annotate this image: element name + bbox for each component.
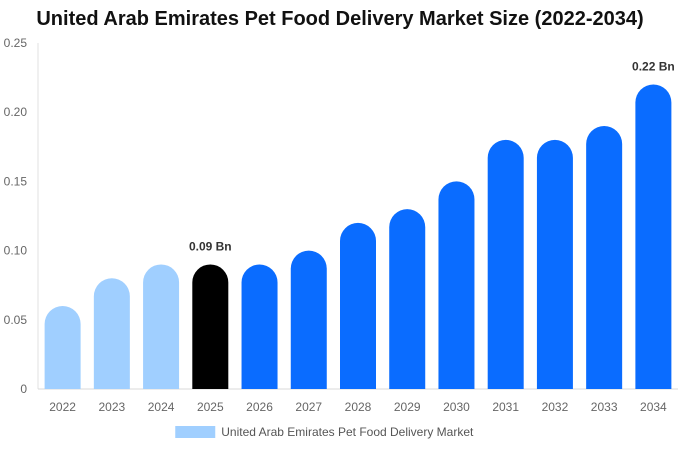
- x-tick-label-2023: 2023: [98, 400, 125, 414]
- bar-2025: [192, 264, 229, 389]
- x-tick-label-2029: 2029: [394, 400, 421, 414]
- x-tick-label-2022: 2022: [49, 400, 76, 414]
- bar-2027: [290, 250, 327, 389]
- y-tick-label: 0.20: [4, 105, 28, 119]
- bar-2032: [536, 139, 573, 389]
- bar-2022: [44, 305, 81, 389]
- x-tick-label-2033: 2033: [591, 400, 618, 414]
- x-tick-label-2034: 2034: [640, 400, 667, 414]
- legend-swatch: [175, 426, 216, 438]
- x-tick-label-2028: 2028: [345, 400, 372, 414]
- legend-label: United Arab Emirates Pet Food Delivery M…: [221, 425, 474, 439]
- bar-2029: [389, 209, 426, 389]
- x-tick-label-2024: 2024: [148, 400, 175, 414]
- y-tick-label: 0.10: [4, 244, 28, 258]
- bar-2028: [340, 222, 376, 389]
- data-label-2025: 0.09 Bn: [189, 239, 232, 253]
- x-tick-label-2030: 2030: [443, 400, 470, 414]
- bar-2024: [143, 264, 180, 389]
- y-tick-label: 0.15: [4, 174, 28, 188]
- y-tick-label: 0.25: [4, 36, 28, 50]
- x-tick-label-2031: 2031: [492, 400, 519, 414]
- data-label-2034: 0.22 Bn: [632, 60, 675, 74]
- chart-title: United Arab Emirates Pet Food Delivery M…: [36, 8, 644, 30]
- bar-2030: [438, 181, 475, 389]
- y-tick-label: 0.05: [4, 313, 28, 327]
- bar-2034: [635, 84, 672, 390]
- x-tick-label-2026: 2026: [246, 400, 273, 414]
- x-tick-label-2027: 2027: [295, 400, 322, 414]
- bar-2026: [241, 264, 278, 389]
- x-tick-label-2032: 2032: [542, 400, 569, 414]
- y-tick-label: 0: [20, 382, 27, 396]
- bar-2031: [487, 139, 524, 389]
- bar-2033: [586, 126, 623, 390]
- x-tick-label-2025: 2025: [197, 400, 224, 414]
- bar-2023: [93, 278, 130, 389]
